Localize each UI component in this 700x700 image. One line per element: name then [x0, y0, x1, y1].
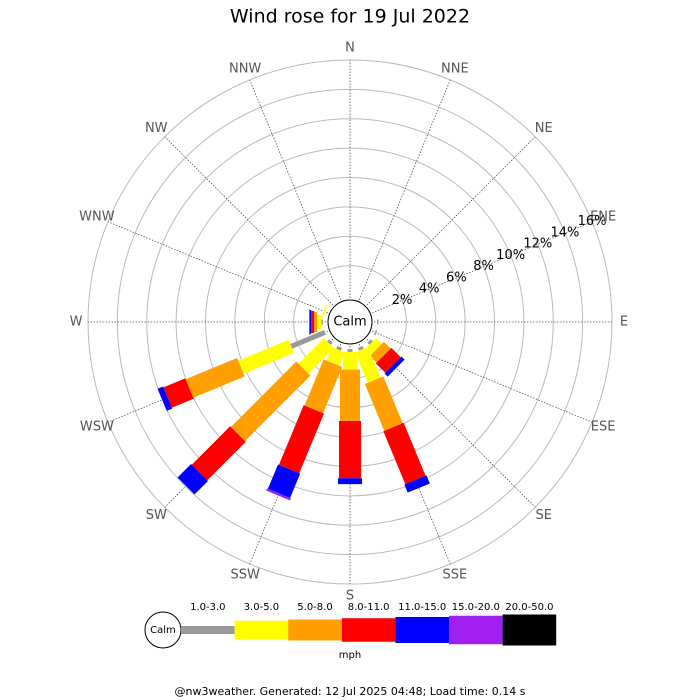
direction-label: NW	[145, 121, 168, 136]
bar-segment	[377, 319, 379, 325]
legend-swatch	[234, 620, 289, 640]
direction-label: SSW	[230, 568, 260, 583]
ring-label: 14%	[550, 225, 579, 240]
direction-label: ENE	[590, 210, 616, 225]
bar-segment	[314, 312, 318, 332]
ring-label: 16%	[578, 214, 607, 229]
legend-unit: mph	[339, 650, 361, 661]
direction-label: SW	[146, 508, 167, 523]
bar-segment	[354, 346, 381, 383]
direction-label: WSW	[80, 419, 114, 434]
direction-label: S	[346, 589, 354, 604]
bar-segment	[347, 349, 353, 352]
bar-segment	[375, 347, 401, 373]
ring-label: 8%	[473, 259, 494, 274]
bar-segment	[364, 376, 403, 431]
chart-title: Wind rose for 19 Jul 2022	[230, 6, 470, 28]
bar-segment	[157, 386, 173, 411]
direction-label: NE	[535, 121, 553, 136]
bar-segment	[267, 464, 301, 499]
direction-label: SSE	[442, 568, 467, 583]
legend-label: 20.0-50.0	[505, 602, 553, 613]
legend-swatch	[288, 619, 342, 641]
bar-segment	[309, 309, 310, 335]
grid-ring	[175, 147, 525, 497]
calm-circle	[327, 299, 373, 345]
bar-segment	[317, 315, 322, 329]
bar-segment	[384, 356, 405, 377]
legend-swatch	[341, 618, 396, 642]
bar-segment	[404, 475, 430, 493]
bar-segment	[383, 422, 426, 485]
direction-label: W	[70, 315, 83, 330]
bar-segment	[338, 478, 362, 485]
bar-segment	[311, 311, 315, 333]
spoke	[107, 221, 351, 323]
bar-segment	[373, 330, 378, 336]
bar-segment	[185, 357, 245, 398]
bar-segment	[358, 345, 364, 351]
bar-segment	[367, 339, 373, 345]
legend-label: 5.0-8.0	[297, 602, 332, 613]
spoke	[164, 136, 351, 323]
bar-segment	[230, 361, 311, 442]
bar-segment	[163, 378, 194, 408]
direction-label: NNW	[229, 61, 261, 76]
legend-label: 15.0-20.0	[452, 602, 500, 613]
bar-segment	[304, 359, 343, 414]
bar-segment	[336, 345, 342, 351]
bar-segment	[309, 310, 312, 334]
ring-label: 6%	[446, 270, 467, 285]
bar-segment	[327, 339, 333, 345]
legend-swatch	[181, 626, 235, 634]
bar-segment	[321, 319, 323, 325]
bar-segment	[177, 463, 209, 495]
spoke	[249, 79, 351, 323]
legend-calm-label: Calm	[150, 625, 176, 636]
direction-label: ESE	[591, 419, 616, 434]
bar-segment	[369, 341, 391, 363]
legend-swatch	[395, 617, 449, 643]
calm-label: Calm	[333, 315, 366, 330]
bar-segment	[191, 426, 246, 481]
bar-segment	[343, 351, 357, 370]
bar-segment	[326, 346, 346, 366]
bar-segment	[366, 338, 382, 354]
legend-swatch	[449, 615, 503, 645]
spoke	[349, 136, 536, 323]
legend-label: 8.0-11.0	[348, 602, 390, 613]
direction-label: E	[620, 315, 628, 330]
direction-label: N	[345, 41, 355, 56]
legend-label: 3.0-5.0	[244, 602, 279, 613]
bar-segment	[298, 338, 334, 374]
bar-segment	[278, 405, 324, 474]
direction-label: NNE	[441, 61, 469, 76]
ring-label: 10%	[496, 248, 525, 263]
bar-segment	[266, 488, 291, 501]
bar-segment	[321, 304, 328, 319]
direction-label: SE	[536, 508, 552, 523]
legend-swatch	[502, 614, 557, 646]
footer: @nw3weather. Generated: 12 Jul 2025 04:4…	[175, 685, 526, 698]
legend-label: 11.0-15.0	[398, 602, 446, 613]
direction-label: WNW	[79, 210, 115, 225]
grid-ring	[116, 88, 584, 556]
bar-segment	[238, 339, 294, 374]
ring-label: 12%	[523, 237, 552, 252]
ring-label: 4%	[419, 282, 440, 297]
bar-segment	[340, 369, 360, 421]
bar-segment	[339, 420, 361, 479]
legend-label: 1.0-3.0	[190, 602, 225, 613]
bar-segment	[290, 330, 327, 349]
grid-ring	[146, 118, 554, 526]
ring-label: 2%	[392, 293, 413, 308]
